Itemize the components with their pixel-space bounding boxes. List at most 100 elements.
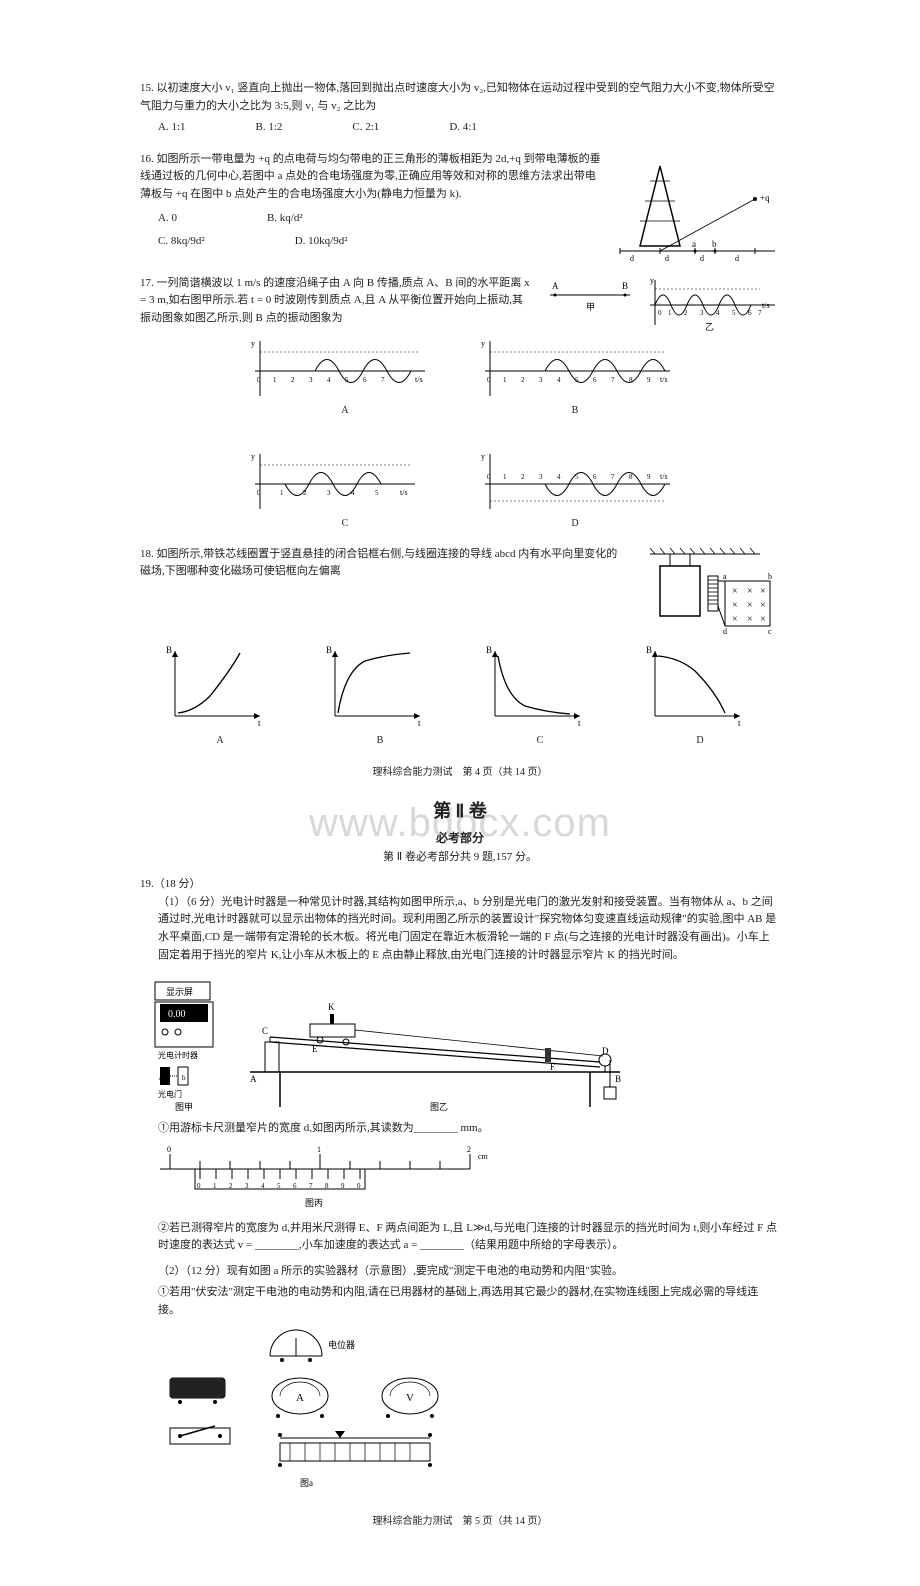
svg-text:2: 2 [303,489,307,497]
svg-text:1: 1 [280,489,284,497]
q17-label-A: A [245,403,445,419]
q18-label-D: D [640,733,760,749]
svg-text:9: 9 [647,473,651,481]
svg-text:t/s: t/s [660,472,668,481]
svg-text:乙: 乙 [705,322,714,332]
svg-text:5: 5 [575,473,579,481]
svg-text:5: 5 [575,376,579,384]
svg-text:5: 5 [345,376,349,384]
svg-text:×: × [760,614,766,625]
svg-text:cm: cm [478,1152,489,1161]
svg-text:8: 8 [629,473,633,481]
q16-optD: D. 10kq/9d² [295,233,348,251]
svg-text:1: 1 [317,1145,321,1154]
svg-text:t/s: t/s [400,488,408,497]
svg-text:y: y [650,276,654,285]
svg-text:6: 6 [293,1182,297,1190]
svg-text:B: B [166,645,172,655]
question-19: 19.（18 分） （1）（6 分）光电计时器是一种常见计时器,其结构如图甲所示… [140,876,780,1498]
svg-text:A: A [250,1074,257,1084]
svg-text:d: d [665,254,669,261]
svg-text:4: 4 [261,1182,265,1190]
q17-fig-A: y 0 12 34 56 7 t/s A [245,336,445,419]
svg-text:图a: 图a [300,1478,313,1488]
q16-options-row2: C. 8kq/9d² D. 10kq/9d² [158,233,602,251]
q18-text: 如图所示,带铁芯线圈置于竖直悬挂的闭合铝框右侧,与线圈连接的导线 abcd 内有… [140,548,617,578]
q15-text: 以初速度大小 v₁ 竖直向上抛出一物体,落回到抛出点时速度大小为 v₂,已知物体… [140,82,775,112]
svg-text:0: 0 [257,489,261,497]
svg-text:t/s: t/s [660,375,668,384]
svg-text:d: d [723,627,727,636]
q17-fig-D: y 0 12 34 56 78 9 t/s D [475,449,675,532]
svg-text:9: 9 [647,376,651,384]
svg-text:2: 2 [229,1182,233,1190]
svg-text:7: 7 [381,376,385,384]
page-footer-4: 理科综合能力测试 第 4 页（共 14 页） [140,765,780,781]
svg-text:y: y [481,452,485,461]
q18-fig-C: Bt C [480,641,600,749]
svg-text:2: 2 [291,376,295,384]
question-18: ab cd ××× ××× ××× 18. 如图所示,带铁芯线圈置于竖直悬挂的闭… [140,546,780,749]
svg-text:F: F [550,1062,555,1072]
svg-text:t: t [418,718,421,728]
svg-text:6: 6 [593,473,597,481]
svg-text:×: × [732,600,738,611]
section-2-header: www.bdocx.com 第 Ⅱ 卷 必考部分 第 Ⅱ 卷必考部分共 9 题,… [140,797,780,867]
q16-num: 16. [140,153,154,165]
svg-text:1: 1 [503,376,507,384]
svg-text:b: b [182,1074,186,1082]
svg-text:3: 3 [539,473,543,481]
svg-text:y: y [251,452,255,461]
q18-fig-B: Bt B [320,641,440,749]
svg-text:2: 2 [521,376,525,384]
q18-fig-A: Bt A [160,641,280,749]
q16-optA: A. 0 [158,210,177,228]
svg-text:0: 0 [487,376,491,384]
svg-text:c: c [768,627,772,636]
q15-optD: D. 4:1 [449,119,477,137]
q17-fig-B: y 0 12 34 56 78 9 t/s B [475,336,675,419]
q15-options: A. 1:1 B. 1:2 C. 2:1 D. 4:1 [158,119,780,137]
q15-num: 15. [140,82,154,94]
svg-text:1: 1 [273,376,277,384]
svg-text:6: 6 [363,376,367,384]
svg-text:7: 7 [611,473,615,481]
svg-text:3: 3 [245,1182,249,1190]
svg-text:B: B [326,645,332,655]
question-17: A B 甲 y t/s 0 1 2 3 4 5 6 7 乙 17. [140,275,780,532]
q19-sub1: ①用游标卡尺测量窄片的宽度 d,如图丙所示,其读数为________ mm。 [158,1120,780,1138]
svg-text:0.00: 0.00 [168,1009,186,1020]
q18-figure: ab cd ××× ××× ××× [630,546,780,641]
svg-text:A: A [552,281,559,291]
svg-text:7: 7 [611,376,615,384]
q16-optC: C. 8kq/9d² [158,233,205,251]
svg-text:3: 3 [327,489,331,497]
svg-text:4: 4 [351,489,355,497]
svg-text:B: B [486,645,492,655]
svg-text:3: 3 [539,376,543,384]
svg-text:6: 6 [748,309,752,317]
q17-label-D: D [475,516,675,532]
svg-text:显示屏: 显示屏 [166,987,193,997]
q19-sub2-1: ①若用"伏安法"测定干电池的电动势和内阻,请在已用器材的基础上,再选用其它最少的… [158,1284,780,1319]
svg-text:y: y [481,339,485,348]
svg-text:5: 5 [375,489,379,497]
svg-text:b: b [768,572,772,581]
svg-text:0: 0 [167,1145,171,1154]
svg-text:图乙: 图乙 [430,1102,448,1112]
svg-text:y: y [251,339,255,348]
q17-option-figures: y 0 12 34 56 7 t/s A y 0 12 34 [140,336,780,532]
svg-text:6: 6 [593,376,597,384]
svg-text:图甲: 图甲 [175,1102,193,1112]
q18-label-A: A [160,733,280,749]
svg-text:B: B [646,645,652,655]
svg-text:1: 1 [503,473,507,481]
q17-label-B: B [475,403,675,419]
svg-text:×: × [747,614,753,625]
svg-text:t: t [738,718,741,728]
svg-text:V: V [406,1392,414,1404]
svg-text:×: × [732,614,738,625]
svg-text:7: 7 [758,309,762,317]
q17-text: 一列简谐横波以 1 m/s 的速度沿绳子由 A 向 B 传播,质点 A、B 间的… [140,277,530,324]
q17-num: 17. [140,277,154,289]
